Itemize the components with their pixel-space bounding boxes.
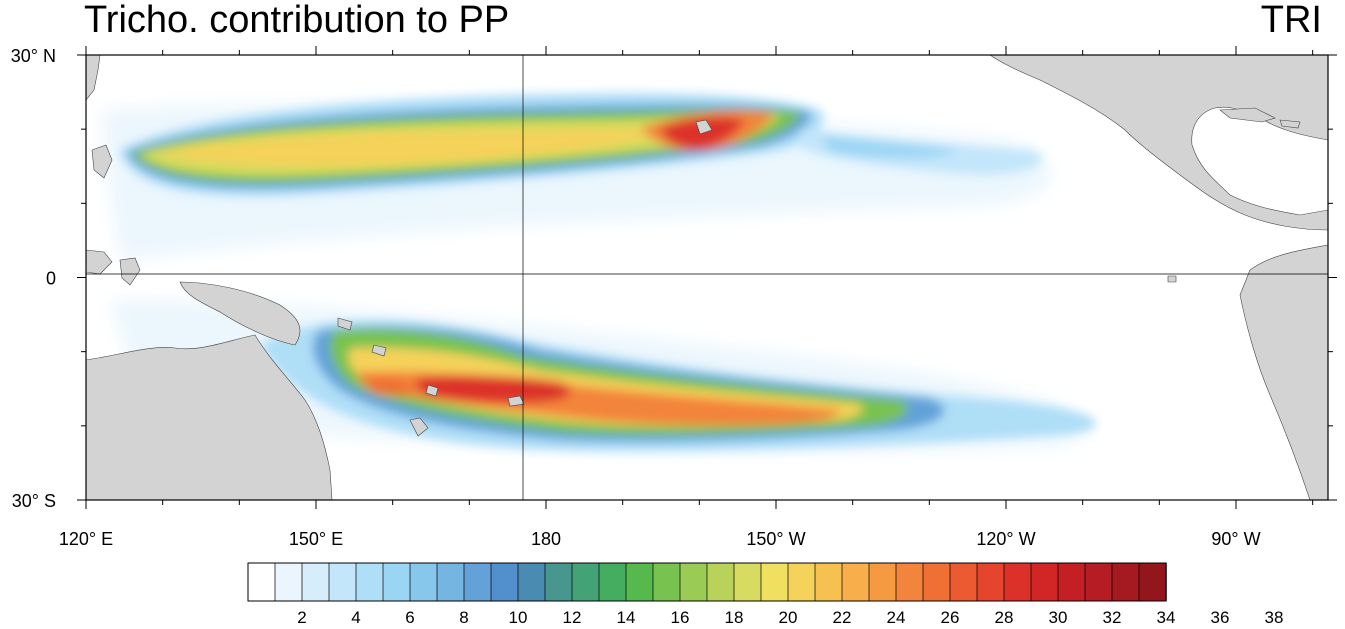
colorbar-border	[247, 562, 1167, 602]
colorbar-label: 10	[509, 608, 528, 627]
northern-productivity-band	[120, 92, 1042, 197]
colorbar-swatch	[1084, 562, 1113, 602]
land-north-america	[989, 55, 1328, 231]
colorbar-swatch	[841, 562, 870, 602]
colorbar-label: 38	[1265, 608, 1284, 627]
colorbar-label: 12	[563, 608, 582, 627]
colorbar-label: 18	[725, 608, 744, 627]
colorbar-label: 8	[459, 608, 468, 627]
colorbar-swatch	[868, 562, 897, 602]
map-tag: TRI	[1261, 0, 1322, 41]
southern-productivity-band	[260, 320, 1097, 452]
axis-ticks: 120° E 150° E 180 150° W 120° W 90° W 30° N 0 30…	[11, 46, 1337, 549]
y-tick-label: 30° N	[11, 46, 56, 66]
x-tick-label: 150° W	[746, 529, 805, 549]
colorbar-label: 4	[351, 608, 360, 627]
colorbar-swatch	[814, 562, 843, 602]
land-new-guinea	[179, 281, 301, 346]
colorbar-swatch	[760, 562, 789, 602]
colorbar-label: 30	[1049, 608, 1068, 627]
land-fiji-2	[507, 395, 525, 407]
colorbar-swatch	[598, 562, 627, 602]
colorbar-swatch	[652, 562, 681, 602]
colorbar-swatch	[922, 562, 951, 602]
colorbar-swatch	[1111, 562, 1140, 602]
x-tick-label: 120° W	[976, 529, 1035, 549]
land-south-america	[1239, 244, 1328, 500]
land-hawaii	[695, 119, 713, 135]
x-tick-label: 150° E	[289, 529, 343, 549]
colorbar-label: 28	[995, 608, 1014, 627]
colorbar-label: 14	[617, 608, 636, 627]
colorbar-swatch	[409, 562, 438, 602]
colorbar-swatch	[544, 562, 573, 602]
land-borneo	[86, 249, 113, 275]
colorbar-label: 2	[297, 608, 306, 627]
y-tick-label: 30° S	[12, 491, 56, 511]
land-fiji	[425, 384, 439, 397]
colorbar-label: 26	[941, 608, 960, 627]
land-galapagos	[1167, 275, 1177, 283]
colorbar-swatch	[571, 562, 600, 602]
map-title: Tricho. contribution to PP	[84, 0, 509, 41]
colorbar-swatch	[1030, 562, 1059, 602]
colorbar-swatch	[706, 562, 735, 602]
colorbar-label: 24	[887, 608, 906, 627]
colorbar-swatch	[301, 562, 330, 602]
colorbar-swatch	[1003, 562, 1032, 602]
land-cuba	[1219, 107, 1276, 123]
colorbar-swatch	[355, 562, 384, 602]
x-tick-label: 180	[531, 529, 561, 549]
colorbar-label: 34	[1157, 608, 1176, 627]
colorbar: 2 4 6 8 10 12 14 16 18 20 22 24 26 28 30 32 34 36 38	[247, 562, 1284, 627]
map-panel	[86, 55, 1328, 500]
land-masses	[86, 55, 1328, 500]
colorbar-swatch	[436, 562, 465, 602]
colorbar-label: 32	[1103, 608, 1122, 627]
land-asia	[86, 55, 101, 101]
x-tick-label: 120° E	[59, 529, 113, 549]
colorbar-swatch	[1138, 562, 1167, 602]
colorbar-swatch	[274, 562, 303, 602]
x-tick-label: 90° W	[1211, 529, 1260, 549]
colorbar-swatch	[463, 562, 492, 602]
colorbar-swatch	[733, 562, 762, 602]
colorbar-swatch	[895, 562, 924, 602]
colorbar-swatch	[247, 562, 276, 602]
colorbar-swatch	[679, 562, 708, 602]
colorbar-swatch	[949, 562, 978, 602]
colorbar-swatch	[517, 562, 546, 602]
colorbar-swatch	[787, 562, 816, 602]
colorbar-swatch	[490, 562, 519, 602]
land-solomon-islands	[337, 317, 353, 331]
land-new-zealand	[409, 417, 429, 437]
colorbar-label: 20	[779, 608, 798, 627]
colorbar-label: 22	[833, 608, 852, 627]
land-vanuatu	[371, 344, 387, 357]
land-philippines	[91, 144, 113, 179]
colorbar-swatch	[625, 562, 654, 602]
land-sulawesi	[119, 257, 141, 286]
colorbar-label: 6	[405, 608, 414, 627]
colorbar-label: 16	[671, 608, 690, 627]
land-hispaniola	[1279, 119, 1301, 129]
land-australia	[86, 334, 333, 500]
y-tick-label: 0	[46, 269, 56, 289]
colorbar-swatch	[1057, 562, 1086, 602]
colorbar-swatch	[328, 562, 357, 602]
colorbar-label: 36	[1211, 608, 1230, 627]
colorbar-swatch	[382, 562, 411, 602]
colorbar-swatch	[976, 562, 1005, 602]
